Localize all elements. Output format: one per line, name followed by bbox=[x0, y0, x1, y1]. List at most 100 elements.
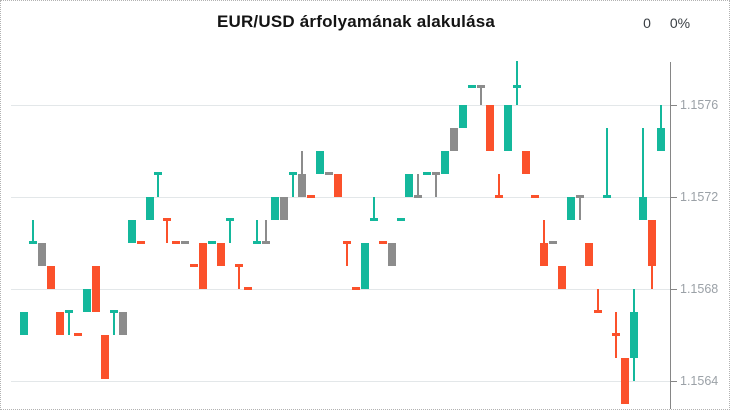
candle-body bbox=[585, 243, 593, 266]
candle-body bbox=[154, 172, 162, 175]
candle-body bbox=[648, 220, 656, 266]
candle-body bbox=[576, 195, 584, 198]
chart-title: EUR/USD árfolyamának alakulása bbox=[216, 12, 496, 31]
candle-body bbox=[298, 174, 306, 197]
y-axis-label: 1.1564 bbox=[680, 374, 719, 388]
candle-body bbox=[513, 85, 521, 88]
y-axis-label: 1.1568 bbox=[680, 282, 719, 296]
candle-body bbox=[621, 358, 629, 404]
candle-body bbox=[172, 241, 180, 244]
candle-body bbox=[289, 172, 297, 175]
candle-body bbox=[468, 85, 476, 88]
candle-body bbox=[56, 312, 64, 335]
candle-body bbox=[567, 197, 575, 220]
candle-body bbox=[459, 105, 467, 128]
candle-wick bbox=[32, 220, 34, 243]
candle-body bbox=[414, 195, 422, 198]
candle-wick bbox=[435, 174, 437, 197]
candle-body bbox=[110, 310, 118, 313]
candle-body bbox=[388, 243, 396, 266]
candle-body bbox=[370, 218, 378, 221]
candle-body bbox=[441, 151, 449, 174]
candle-body bbox=[397, 218, 405, 221]
candle-body bbox=[20, 312, 28, 335]
candle-body bbox=[540, 243, 548, 266]
candle-wick bbox=[346, 243, 348, 266]
candle-body bbox=[137, 241, 145, 244]
candle-body bbox=[235, 264, 243, 267]
candle-wick bbox=[417, 174, 419, 197]
candle-body bbox=[612, 333, 620, 336]
candle-wick bbox=[256, 220, 258, 243]
candle-body bbox=[639, 197, 647, 220]
candle-body bbox=[630, 312, 638, 358]
candle-body bbox=[146, 197, 154, 220]
y-axis-tick bbox=[670, 105, 677, 106]
candle-body bbox=[29, 241, 37, 244]
candle-body bbox=[262, 241, 270, 244]
y-axis-tick bbox=[670, 197, 677, 198]
candle-wick bbox=[597, 289, 599, 312]
candle-body bbox=[271, 197, 279, 220]
y-axis-label: 1.1572 bbox=[680, 190, 719, 204]
y-axis-tick bbox=[670, 289, 677, 290]
candle-body bbox=[352, 287, 360, 290]
candle-body bbox=[343, 241, 351, 244]
y-axis-line bbox=[670, 62, 671, 409]
candle-wick bbox=[480, 87, 482, 105]
y-gridline bbox=[11, 381, 670, 382]
candle-body bbox=[253, 241, 261, 244]
candle-wick bbox=[373, 197, 375, 220]
candle-body bbox=[47, 266, 55, 289]
candle-wick bbox=[516, 61, 518, 105]
candle-body bbox=[423, 172, 431, 175]
candle-body bbox=[208, 241, 216, 244]
candle-wick bbox=[606, 128, 608, 197]
candle-body bbox=[549, 241, 557, 244]
candle-body bbox=[199, 243, 207, 289]
candle-body bbox=[119, 312, 127, 335]
candle-body bbox=[486, 105, 494, 151]
candle-body bbox=[405, 174, 413, 197]
candle-body bbox=[128, 220, 136, 243]
y-gridline bbox=[11, 105, 670, 106]
candle-body bbox=[594, 310, 602, 313]
candle-body bbox=[83, 289, 91, 312]
candle-body bbox=[38, 243, 46, 266]
candle-body bbox=[657, 128, 665, 151]
candle-wick bbox=[166, 220, 168, 243]
candle-body bbox=[244, 287, 252, 290]
candle-body bbox=[280, 197, 288, 220]
candle-body bbox=[432, 172, 440, 175]
candle-body bbox=[361, 243, 369, 289]
candle-body bbox=[325, 172, 333, 175]
candle-wick bbox=[579, 197, 581, 220]
candle-body bbox=[92, 266, 100, 312]
candle-body bbox=[379, 241, 387, 244]
y-gridline bbox=[11, 197, 670, 198]
candle-body bbox=[477, 85, 485, 88]
candle-wick bbox=[292, 174, 294, 197]
candle-body bbox=[558, 266, 566, 289]
candle-body bbox=[101, 335, 109, 379]
y-axis-label: 1.1576 bbox=[680, 98, 719, 112]
candle-body bbox=[450, 128, 458, 151]
candle-body bbox=[226, 218, 234, 221]
candle-wick bbox=[498, 174, 500, 197]
candle-body bbox=[495, 195, 503, 198]
change-percent: 0% bbox=[669, 15, 691, 31]
candle-body bbox=[190, 264, 198, 267]
candle-wick bbox=[265, 220, 267, 243]
candle-body bbox=[504, 105, 512, 151]
candle-body bbox=[316, 151, 324, 174]
candle-body bbox=[522, 151, 530, 174]
candle-wick bbox=[113, 312, 115, 335]
candle-body bbox=[217, 243, 225, 266]
candle-wick bbox=[238, 266, 240, 289]
change-value: 0 bbox=[643, 15, 651, 31]
candle-body bbox=[181, 241, 189, 244]
y-gridline bbox=[11, 289, 670, 290]
y-axis-tick bbox=[670, 381, 677, 382]
candle-body bbox=[603, 195, 611, 198]
